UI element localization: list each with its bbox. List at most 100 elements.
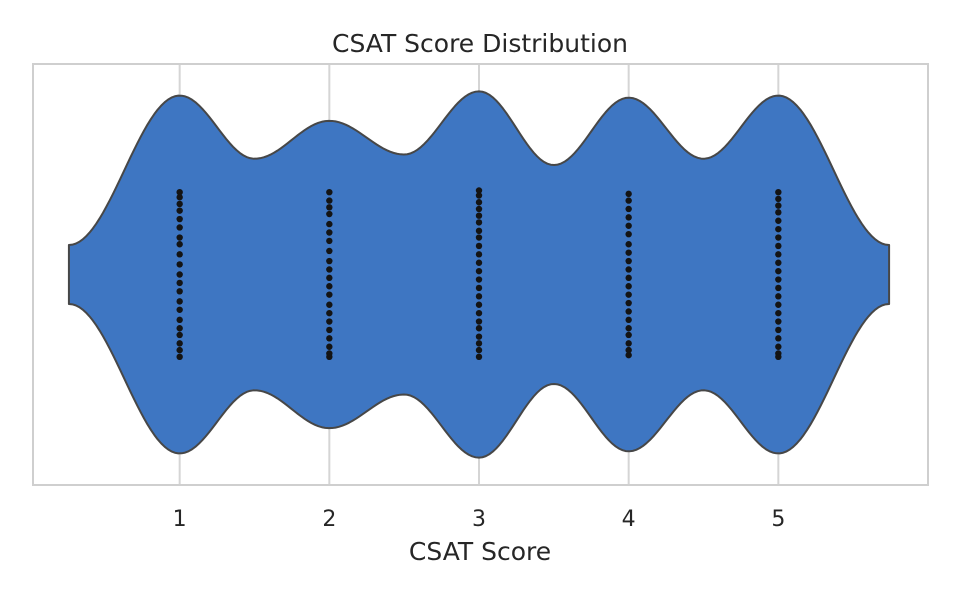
- data-point: [475, 333, 483, 340]
- x-tick-label-1: 1: [173, 507, 187, 532]
- data-point: [625, 241, 632, 248]
- data-point: [625, 249, 632, 256]
- violin-body-group: [67, 90, 891, 459]
- data-point: [775, 251, 782, 258]
- data-point: [775, 284, 782, 292]
- data-points-group: [176, 187, 782, 361]
- data-point: [775, 309, 782, 317]
- data-point: [176, 188, 183, 196]
- data-point: [775, 209, 782, 216]
- data-point: [775, 318, 782, 325]
- data-point: [475, 325, 483, 332]
- data-point: [625, 274, 632, 282]
- x-tick-label-5: 5: [771, 507, 785, 532]
- data-point: [775, 335, 782, 342]
- data-point: [775, 267, 782, 275]
- x-tick-labels: 1 2 3 4 5: [173, 507, 786, 532]
- data-point: [625, 190, 632, 198]
- point-group-1: [176, 188, 183, 361]
- data-point: [176, 261, 183, 268]
- data-point: [326, 247, 333, 255]
- data-point: [775, 301, 782, 308]
- point-group-2: [326, 188, 333, 361]
- data-point: [176, 298, 183, 305]
- data-point: [326, 188, 333, 196]
- data-point: [176, 194, 183, 201]
- data-point: [326, 237, 333, 245]
- data-point: [775, 234, 782, 241]
- data-point: [475, 301, 483, 308]
- data-point: [176, 331, 183, 339]
- data-point: [625, 316, 632, 324]
- data-point: [326, 343, 333, 350]
- data-point: [176, 215, 183, 223]
- data-point: [326, 204, 333, 211]
- data-point: [775, 202, 782, 209]
- data-point: [625, 325, 632, 332]
- chart-title: CSAT Score Distribution: [332, 29, 628, 58]
- data-point: [176, 279, 183, 287]
- data-point: [775, 276, 782, 283]
- data-point: [176, 306, 183, 313]
- data-point: [775, 188, 782, 196]
- data-point: [326, 229, 333, 236]
- data-point: [326, 197, 333, 204]
- x-tick-label-2: 2: [322, 507, 336, 532]
- data-point: [775, 326, 782, 334]
- point-group-5: [775, 188, 782, 361]
- data-point: [326, 353, 333, 361]
- data-point: [775, 293, 782, 300]
- data-point: [775, 242, 782, 250]
- data-point: [625, 205, 632, 213]
- data-point: [775, 343, 782, 350]
- data-point: [326, 210, 333, 218]
- data-point: [176, 224, 183, 231]
- data-point: [475, 227, 483, 235]
- data-point: [475, 276, 483, 283]
- data-point: [775, 259, 782, 266]
- data-point: [625, 346, 632, 354]
- data-point: [775, 195, 782, 203]
- data-point: [625, 222, 632, 229]
- data-point: [475, 346, 483, 354]
- data-point: [475, 267, 483, 275]
- data-point: [475, 318, 483, 325]
- data-point: [176, 234, 183, 241]
- data-point: [475, 234, 483, 241]
- data-point: [475, 340, 483, 347]
- data-point: [475, 353, 483, 361]
- data-point: [326, 318, 333, 325]
- data-point: [475, 205, 483, 213]
- data-point: [326, 266, 333, 273]
- x-tick-label-3: 3: [472, 507, 486, 532]
- data-point: [326, 301, 333, 308]
- data-point: [176, 251, 183, 258]
- data-point: [176, 241, 183, 248]
- data-point: [475, 192, 483, 199]
- data-point: [326, 220, 333, 228]
- data-point: [326, 309, 333, 317]
- data-point: [475, 212, 483, 219]
- data-point: [475, 309, 483, 317]
- x-axis-label: CSAT Score: [409, 537, 551, 566]
- data-point: [176, 316, 183, 324]
- data-point: [625, 291, 632, 298]
- data-point: [176, 200, 183, 208]
- data-point: [475, 242, 483, 250]
- data-point: [775, 225, 782, 233]
- data-point: [775, 217, 782, 224]
- data-point: [625, 230, 632, 238]
- data-point: [625, 197, 632, 204]
- data-point: [625, 308, 632, 315]
- point-group-4: [625, 190, 632, 359]
- plot-frame: [32, 63, 929, 486]
- data-point: [625, 257, 632, 265]
- data-point: [625, 331, 632, 339]
- data-point: [475, 187, 483, 194]
- x-tick-label-4: 4: [622, 507, 636, 532]
- data-point: [475, 284, 483, 292]
- data-point: [475, 219, 483, 226]
- data-point: [326, 326, 333, 334]
- data-point: [326, 335, 333, 342]
